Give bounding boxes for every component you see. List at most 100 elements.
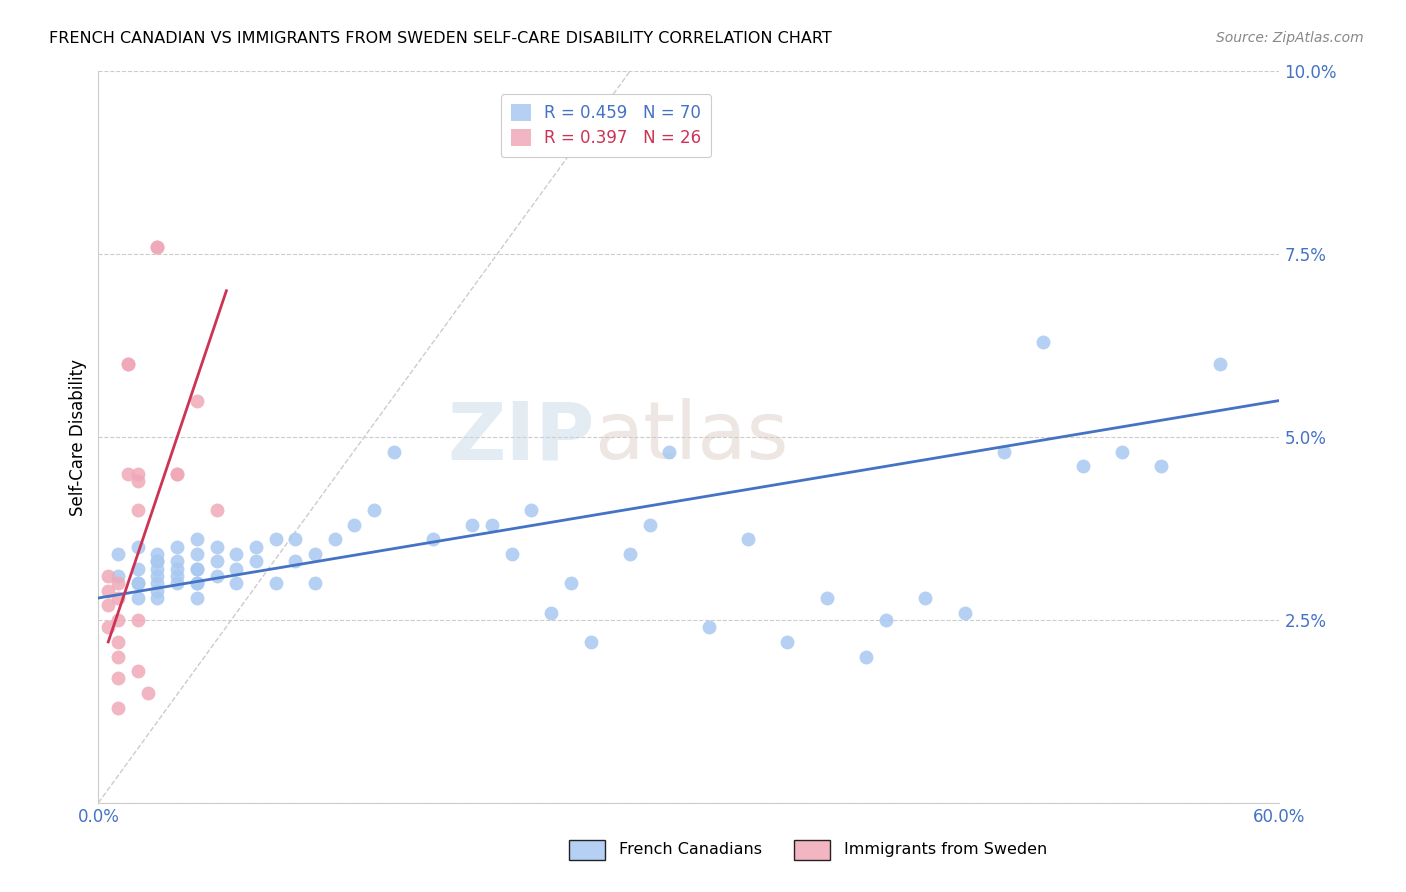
Point xyxy=(107,613,129,627)
Point xyxy=(579,635,602,649)
Point xyxy=(205,554,228,568)
Point xyxy=(225,547,247,561)
Point xyxy=(914,591,936,605)
Point xyxy=(107,635,129,649)
Point xyxy=(225,562,247,576)
Point xyxy=(127,503,149,517)
Point xyxy=(166,467,188,481)
Point xyxy=(107,569,129,583)
Point xyxy=(146,562,169,576)
Point xyxy=(146,591,169,605)
Point xyxy=(1032,334,1054,349)
Point xyxy=(186,533,208,547)
Text: atlas: atlas xyxy=(595,398,789,476)
Point xyxy=(186,576,208,591)
Point xyxy=(117,357,139,371)
Point xyxy=(146,547,169,561)
Point xyxy=(117,467,139,481)
Point xyxy=(97,599,120,613)
Point xyxy=(619,547,641,561)
Point xyxy=(1071,459,1094,474)
Point xyxy=(540,606,562,620)
Point xyxy=(186,393,208,408)
Point xyxy=(1150,459,1173,474)
Point xyxy=(186,562,208,576)
Point xyxy=(461,517,484,532)
Point xyxy=(993,444,1015,458)
Point xyxy=(501,547,523,561)
Point xyxy=(146,569,169,583)
Point xyxy=(875,613,897,627)
Text: French Canadians: French Canadians xyxy=(619,842,762,856)
Point xyxy=(815,591,838,605)
Point xyxy=(186,562,208,576)
Point xyxy=(127,576,149,591)
Point xyxy=(264,533,287,547)
Y-axis label: Self-Care Disability: Self-Care Disability xyxy=(69,359,87,516)
Point xyxy=(97,569,120,583)
Point xyxy=(166,467,188,481)
Point xyxy=(127,474,149,488)
Point xyxy=(422,533,444,547)
Point xyxy=(127,540,149,554)
Text: Immigrants from Sweden: Immigrants from Sweden xyxy=(844,842,1047,856)
Point xyxy=(1209,357,1232,371)
Point xyxy=(97,620,120,634)
Point xyxy=(855,649,877,664)
Point xyxy=(304,576,326,591)
Point xyxy=(382,444,405,458)
Point xyxy=(127,613,149,627)
Point xyxy=(304,547,326,561)
Point xyxy=(107,649,129,664)
Point xyxy=(205,503,228,517)
Point xyxy=(166,540,188,554)
Point xyxy=(146,583,169,598)
Text: Source: ZipAtlas.com: Source: ZipAtlas.com xyxy=(1216,31,1364,45)
Point xyxy=(166,576,188,591)
Text: FRENCH CANADIAN VS IMMIGRANTS FROM SWEDEN SELF-CARE DISABILITY CORRELATION CHART: FRENCH CANADIAN VS IMMIGRANTS FROM SWEDE… xyxy=(49,31,832,46)
Point xyxy=(953,606,976,620)
Point xyxy=(186,547,208,561)
Point xyxy=(146,240,169,254)
Point xyxy=(264,576,287,591)
Point xyxy=(658,444,681,458)
Legend: R = 0.459   N = 70, R = 0.397   N = 26: R = 0.459 N = 70, R = 0.397 N = 26 xyxy=(501,95,711,157)
Point xyxy=(127,664,149,678)
Point xyxy=(146,576,169,591)
Point xyxy=(343,517,366,532)
Point xyxy=(127,591,149,605)
Point xyxy=(363,503,385,517)
Point xyxy=(186,591,208,605)
Point xyxy=(1111,444,1133,458)
Point xyxy=(205,540,228,554)
Point xyxy=(107,576,129,591)
Point xyxy=(166,554,188,568)
Point xyxy=(205,569,228,583)
Point xyxy=(481,517,503,532)
Point xyxy=(117,357,139,371)
Point xyxy=(697,620,720,634)
Text: ZIP: ZIP xyxy=(447,398,595,476)
Point xyxy=(107,672,129,686)
Point xyxy=(776,635,799,649)
Point xyxy=(127,576,149,591)
Point xyxy=(245,554,267,568)
Point xyxy=(146,240,169,254)
Point xyxy=(97,583,120,598)
Point xyxy=(166,562,188,576)
Point xyxy=(186,576,208,591)
Point xyxy=(284,533,307,547)
Point xyxy=(146,554,169,568)
Point xyxy=(146,554,169,568)
Point xyxy=(520,503,543,517)
Point xyxy=(107,591,129,605)
Point xyxy=(638,517,661,532)
Point xyxy=(127,467,149,481)
Point xyxy=(107,700,129,714)
Point xyxy=(560,576,582,591)
Point xyxy=(127,562,149,576)
Point xyxy=(136,686,159,700)
Point xyxy=(245,540,267,554)
Point xyxy=(737,533,759,547)
Point xyxy=(284,554,307,568)
